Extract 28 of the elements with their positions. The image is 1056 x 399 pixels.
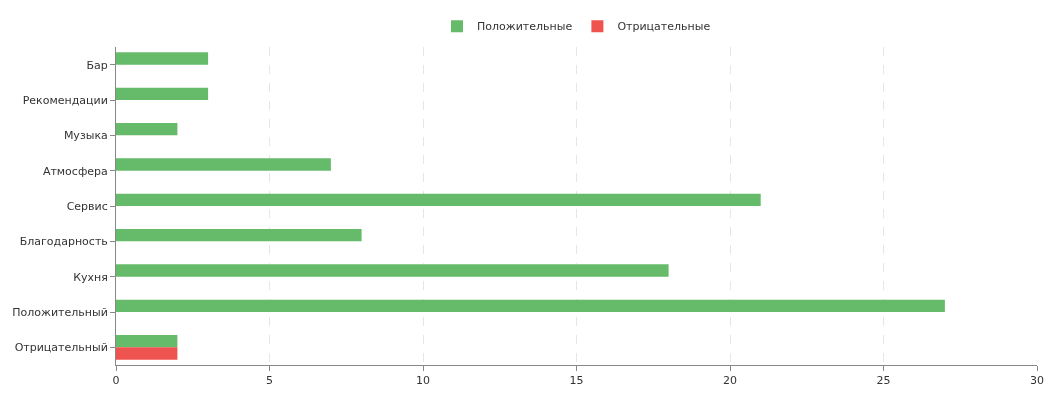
y-tick-label: Кухня — [73, 270, 108, 284]
bar — [116, 264, 669, 277]
x-tick-label: 5 — [266, 374, 273, 388]
x-tick-label: 20 — [723, 374, 737, 388]
bar — [116, 347, 178, 360]
y-tick-label: Бар — [86, 58, 108, 72]
bar — [116, 158, 331, 171]
y-tick-label: Отрицательный — [14, 341, 108, 355]
y-tick-label: Сервис — [66, 199, 108, 213]
legend-label: Положительные — [477, 20, 573, 34]
bar — [116, 299, 945, 312]
y-tick-label: Атмосфера — [42, 164, 108, 178]
bar — [116, 87, 209, 100]
x-tick-label: 30 — [1030, 374, 1044, 388]
bar — [116, 228, 362, 242]
x-tick-label: 15 — [569, 374, 584, 388]
y-tick-label: Положительный — [12, 305, 108, 319]
bar — [116, 334, 178, 348]
bar — [116, 52, 209, 65]
bar — [116, 122, 178, 136]
x-tick-label: 25 — [876, 374, 891, 388]
y-tick-label: Музыка — [63, 129, 108, 143]
x-tick-label: 10 — [416, 374, 430, 388]
y-tick-label: Рекомендации — [22, 93, 108, 107]
x-tick-label: 0 — [112, 374, 120, 388]
y-tick-label: Благодарность — [19, 235, 108, 249]
bar — [116, 193, 761, 206]
legend-label: Отрицательные — [617, 20, 711, 34]
